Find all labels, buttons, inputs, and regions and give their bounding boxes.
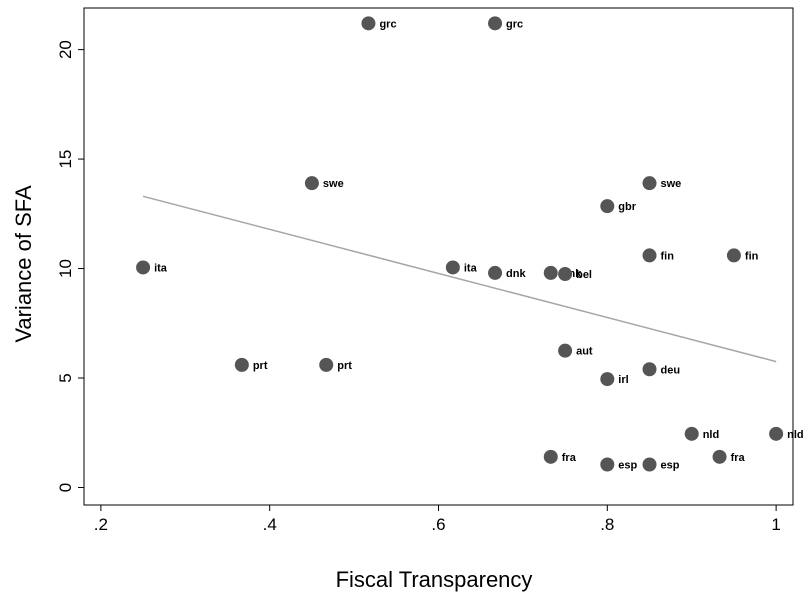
data-point: [558, 343, 573, 358]
x-tick-label: .6: [431, 515, 445, 534]
data-point: [712, 449, 727, 464]
data-point: [642, 248, 657, 263]
data-points: grcgrcsweswegbrfinfinitaitadnkdnkbelprtp…: [136, 16, 804, 472]
point-label: dnk: [506, 268, 526, 280]
fitted-line: [142, 195, 777, 363]
data-point: [600, 457, 615, 472]
point-label: fin: [745, 250, 759, 262]
point-label: prt: [253, 360, 268, 372]
point-label: nld: [703, 429, 720, 441]
point-label: aut: [576, 346, 593, 358]
point-label: fra: [562, 452, 577, 464]
data-point: [642, 176, 657, 191]
x-tick-label: 1: [771, 515, 780, 534]
data-point: [769, 426, 784, 441]
point-label: prt: [337, 360, 352, 372]
y-tick-label: 0: [56, 483, 75, 492]
point-label: fin: [661, 250, 675, 262]
x-tick-label: .8: [600, 515, 614, 534]
point-label: nld: [787, 429, 804, 441]
point-label: bel: [576, 269, 592, 281]
data-point: [488, 16, 503, 31]
point-label: ita: [464, 262, 478, 274]
y-axis-title: Variance of SFA: [11, 185, 36, 343]
x-axis-title: Fiscal Transparency: [336, 567, 533, 592]
data-point: [304, 176, 319, 191]
data-point: [726, 248, 741, 263]
point-label: esp: [661, 459, 680, 471]
point-label: gbr: [618, 201, 636, 213]
point-label: swe: [661, 178, 682, 190]
x-axis: .2 .4 .6 .8 1: [94, 505, 781, 534]
y-axis: 0 5 10 15 20: [56, 40, 84, 492]
point-label: grc: [506, 18, 523, 30]
data-point: [543, 449, 558, 464]
data-point: [445, 260, 460, 275]
data-point: [642, 457, 657, 472]
point-label: esp: [618, 459, 637, 471]
data-point: [488, 265, 503, 280]
data-point: [684, 426, 699, 441]
data-point: [234, 357, 249, 372]
point-label: deu: [661, 364, 681, 376]
point-label: ita: [154, 262, 168, 274]
x-tick-label: .2: [94, 515, 108, 534]
point-label: swe: [323, 178, 344, 190]
y-tick-label: 15: [56, 150, 75, 169]
x-tick-label: .4: [263, 515, 277, 534]
data-point: [543, 265, 558, 280]
point-label: fra: [731, 452, 746, 464]
point-label: irl: [618, 374, 628, 386]
data-point: [600, 199, 615, 214]
y-tick-label: 10: [56, 259, 75, 278]
y-tick-label: 5: [56, 373, 75, 382]
data-point: [642, 362, 657, 377]
data-point: [319, 357, 334, 372]
point-label: grc: [379, 18, 396, 30]
y-tick-label: 20: [56, 40, 75, 59]
data-point: [600, 372, 615, 387]
data-point: [361, 16, 376, 31]
data-point: [558, 267, 573, 282]
data-point: [136, 260, 151, 275]
